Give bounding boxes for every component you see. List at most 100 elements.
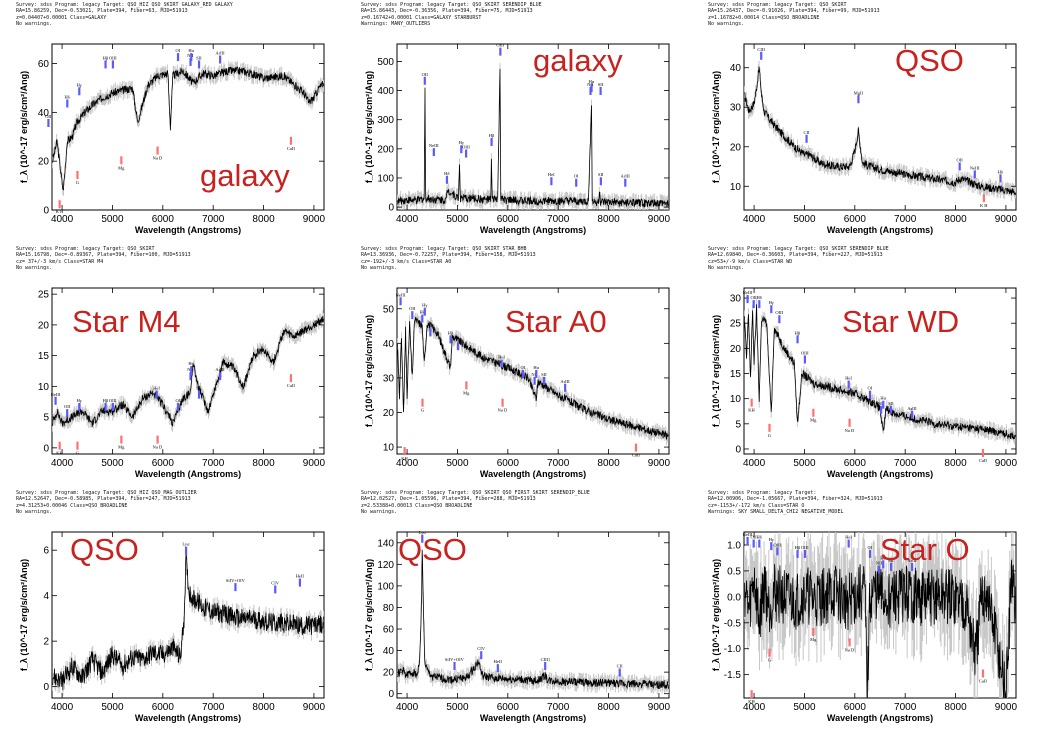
emission-line-label: NeIII bbox=[429, 143, 439, 148]
emission-line-label: Hβ bbox=[795, 330, 801, 335]
emission-line-label: Hδ bbox=[419, 310, 424, 315]
emission-line-label: SII bbox=[196, 55, 202, 60]
y-tick-label: 20 bbox=[38, 320, 50, 331]
y-tick-label: 30 bbox=[730, 103, 742, 114]
y-tick-label: 10 bbox=[730, 182, 742, 193]
absorption-line-label: Na D bbox=[845, 428, 855, 433]
y-tick-label: 200 bbox=[377, 144, 394, 155]
panel-header: Survey: sdss Program: legacy Target: QSO… bbox=[16, 490, 346, 515]
x-tick-label: 6000 bbox=[497, 702, 520, 713]
header-line: RA=15.86443, Dec=-0.36356, Plate=394, Fi… bbox=[361, 8, 533, 15]
x-axis-label: Wavelength (Angstroms) bbox=[480, 713, 586, 723]
emission-line-label: HeII bbox=[494, 659, 503, 664]
plot-frame bbox=[396, 531, 670, 699]
emission-line-label: Hβ bbox=[489, 133, 495, 138]
y-axis-label: f_λ (10^-17 erg/s/cm²/Ang) bbox=[711, 71, 721, 183]
emission-line-label: Hγ bbox=[769, 537, 774, 542]
class-label: Star M4 bbox=[72, 304, 181, 339]
x-tick-label: 6000 bbox=[844, 702, 867, 713]
absorption-line-label: Na D bbox=[153, 156, 163, 161]
plot-frame bbox=[51, 43, 325, 211]
absorption-line-label: G bbox=[76, 451, 80, 456]
x-axis-label: Wavelength (Angstroms) bbox=[480, 469, 586, 479]
emission-line-marker bbox=[544, 661, 547, 670]
emission-line-marker bbox=[453, 661, 456, 670]
absorption-line-marker bbox=[501, 398, 504, 407]
emission-line-label: OIII bbox=[462, 145, 470, 150]
y-tick-label: 120 bbox=[377, 560, 394, 571]
y-axis-label: f_λ (10^-17 erg/s/cm²/Ang) bbox=[364, 71, 374, 183]
plot-frame bbox=[396, 43, 670, 211]
emission-line-label: SII bbox=[196, 386, 202, 391]
header-line: z=1.16782+0.00014 Class=QSO BROADLINE bbox=[708, 14, 820, 21]
y-tick-label: 40 bbox=[383, 646, 395, 657]
absorption-line-marker bbox=[981, 669, 985, 678]
y-axis-label: f_λ (10^-17 erg/s/cm²/Ang) bbox=[711, 559, 721, 671]
emission-line-marker bbox=[176, 402, 180, 411]
emission-line-label: CII bbox=[617, 663, 624, 668]
header-line: RA=15.16798, Dec=-0.89367, Plate=394, Fi… bbox=[16, 252, 191, 259]
y-tick-label: 20 bbox=[730, 142, 742, 153]
emission-line-label: HeI bbox=[548, 172, 555, 177]
emission-line-marker bbox=[480, 651, 483, 660]
spectrum-panel-6: Survey: sdss Program: legacy Target: QSO… bbox=[700, 244, 1040, 484]
emission-line-label: OIII bbox=[496, 43, 504, 48]
y-tick-label: 20 bbox=[383, 668, 395, 679]
emission-line-label: SII bbox=[888, 401, 894, 406]
x-tick-label: 4000 bbox=[396, 458, 419, 469]
x-tick-label: 5000 bbox=[793, 214, 816, 225]
emission-line-marker bbox=[189, 57, 192, 66]
emission-line-label: NII bbox=[876, 561, 883, 566]
y-tick-label: 30 bbox=[383, 373, 395, 384]
emission-line-marker bbox=[590, 84, 593, 93]
spectrum-panel-7: Survey: sdss Program: legacy Target: QSO… bbox=[8, 488, 348, 728]
spectrum-line bbox=[397, 549, 669, 690]
emission-line-marker bbox=[958, 162, 961, 171]
absorption-line-marker bbox=[812, 627, 815, 636]
y-tick-label: 500 bbox=[377, 57, 394, 68]
absorption-line-label: Na D bbox=[153, 445, 163, 450]
absorption-line-marker bbox=[812, 408, 815, 417]
header-line: No warnings. bbox=[361, 264, 398, 271]
spectrum-plot: 4000 5000 6000 7000 8000 9000 0 5 10 15 20 25 30 Wave… bbox=[711, 287, 1017, 479]
y-tick-label: 140 bbox=[377, 538, 394, 549]
emission-line-marker bbox=[111, 402, 114, 411]
x-tick-label: 6000 bbox=[844, 214, 867, 225]
y-tick-label: 0.5 bbox=[727, 566, 741, 577]
plot-frame bbox=[396, 287, 670, 455]
y-tick-label: 15 bbox=[38, 351, 50, 362]
emission-line-marker bbox=[758, 300, 761, 309]
y-tick-label: 6 bbox=[43, 546, 49, 557]
emission-line-marker bbox=[880, 405, 883, 414]
y-tick-label: 0 bbox=[388, 689, 394, 700]
emission-line-label: OII bbox=[422, 72, 429, 77]
emission-line-label: CIV bbox=[477, 646, 486, 651]
emission-line-marker bbox=[599, 86, 602, 95]
y-tick-label: 1.0 bbox=[727, 540, 741, 551]
emission-line-label: CIII] bbox=[541, 657, 550, 662]
y-tick-label: 20 bbox=[383, 408, 395, 419]
x-tick-label: 8000 bbox=[252, 214, 275, 225]
absorption-line-label: CaII bbox=[979, 678, 987, 683]
panel-header: Survey: sdss Program: legacy Target: QSO… bbox=[708, 246, 1038, 271]
emission-line-marker bbox=[796, 335, 799, 344]
x-tick-label: 9000 bbox=[648, 702, 671, 713]
y-tick-label: 100 bbox=[377, 173, 394, 184]
class-label: QSO bbox=[895, 43, 964, 78]
absorption-line-marker bbox=[768, 423, 771, 432]
absorption-line-label: K H bbox=[56, 209, 64, 214]
spectrum-line bbox=[397, 68, 669, 208]
emission-line-marker bbox=[423, 76, 426, 85]
header-line: Warnings: MANY_OUTLIERS bbox=[361, 20, 431, 27]
y-tick-label: 25 bbox=[38, 290, 50, 301]
emission-line-marker bbox=[575, 178, 578, 187]
absorption-line-label: KH bbox=[401, 456, 408, 461]
emission-line-marker bbox=[104, 60, 107, 69]
absorption-line-label: CaII bbox=[287, 146, 295, 151]
y-tick-label: 60 bbox=[383, 625, 395, 636]
emission-line-marker bbox=[882, 400, 885, 409]
emission-line-marker bbox=[423, 307, 426, 316]
emission-line-marker bbox=[176, 53, 180, 62]
absorption-line-label: G bbox=[768, 433, 772, 438]
absorption-line-label: Mg bbox=[810, 637, 817, 642]
